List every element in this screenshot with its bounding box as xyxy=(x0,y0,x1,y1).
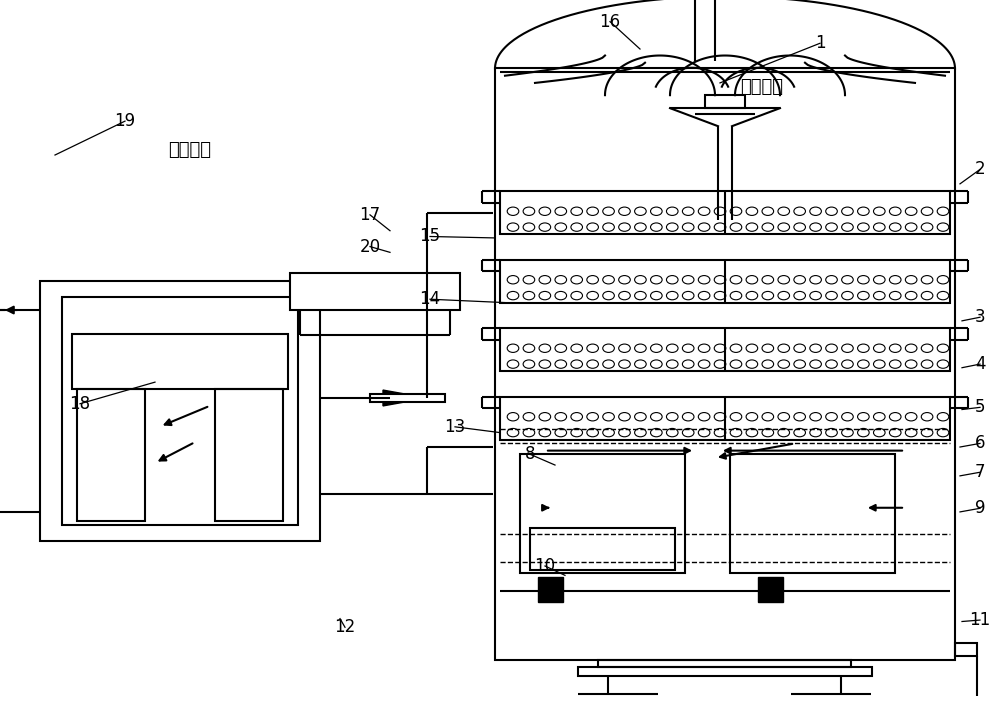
Text: 18: 18 xyxy=(69,395,91,412)
Bar xyxy=(495,68,955,660)
Bar xyxy=(500,328,950,371)
Text: 3: 3 xyxy=(975,309,985,326)
Bar xyxy=(500,260,950,303)
Bar xyxy=(40,281,320,541)
Text: 17: 17 xyxy=(359,206,381,224)
Text: 16: 16 xyxy=(599,13,621,30)
Bar xyxy=(705,95,745,108)
Text: 12: 12 xyxy=(334,619,356,636)
Text: 19: 19 xyxy=(114,112,136,130)
Text: 7: 7 xyxy=(975,464,985,481)
Bar xyxy=(500,191,950,234)
Bar xyxy=(730,454,895,573)
Text: 13: 13 xyxy=(444,418,466,435)
Text: 15: 15 xyxy=(419,228,441,245)
Text: 11: 11 xyxy=(969,611,991,629)
Bar xyxy=(530,528,675,570)
Bar xyxy=(955,643,977,656)
Bar xyxy=(77,389,145,521)
Bar xyxy=(598,660,851,667)
Text: 20: 20 xyxy=(359,238,381,255)
Bar xyxy=(215,389,283,521)
Bar xyxy=(520,454,685,573)
Text: 6: 6 xyxy=(975,435,985,452)
Text: 10: 10 xyxy=(534,557,556,575)
Text: 5: 5 xyxy=(975,399,985,416)
Polygon shape xyxy=(383,390,427,406)
Text: 4: 4 xyxy=(975,355,985,373)
Bar xyxy=(758,577,783,602)
Text: 9: 9 xyxy=(975,500,985,517)
Bar xyxy=(62,297,298,525)
Text: 14: 14 xyxy=(419,291,441,308)
Bar xyxy=(290,273,460,310)
Text: 8: 8 xyxy=(525,446,535,463)
Bar xyxy=(500,397,950,440)
Text: 2: 2 xyxy=(975,161,985,178)
Text: 气流方向: 气流方向 xyxy=(740,78,783,95)
Bar xyxy=(538,577,563,602)
Bar xyxy=(370,394,445,402)
Bar xyxy=(578,667,872,676)
Text: 气流方向: 气流方向 xyxy=(168,141,211,159)
Text: 1: 1 xyxy=(815,35,825,52)
Bar xyxy=(72,335,288,389)
